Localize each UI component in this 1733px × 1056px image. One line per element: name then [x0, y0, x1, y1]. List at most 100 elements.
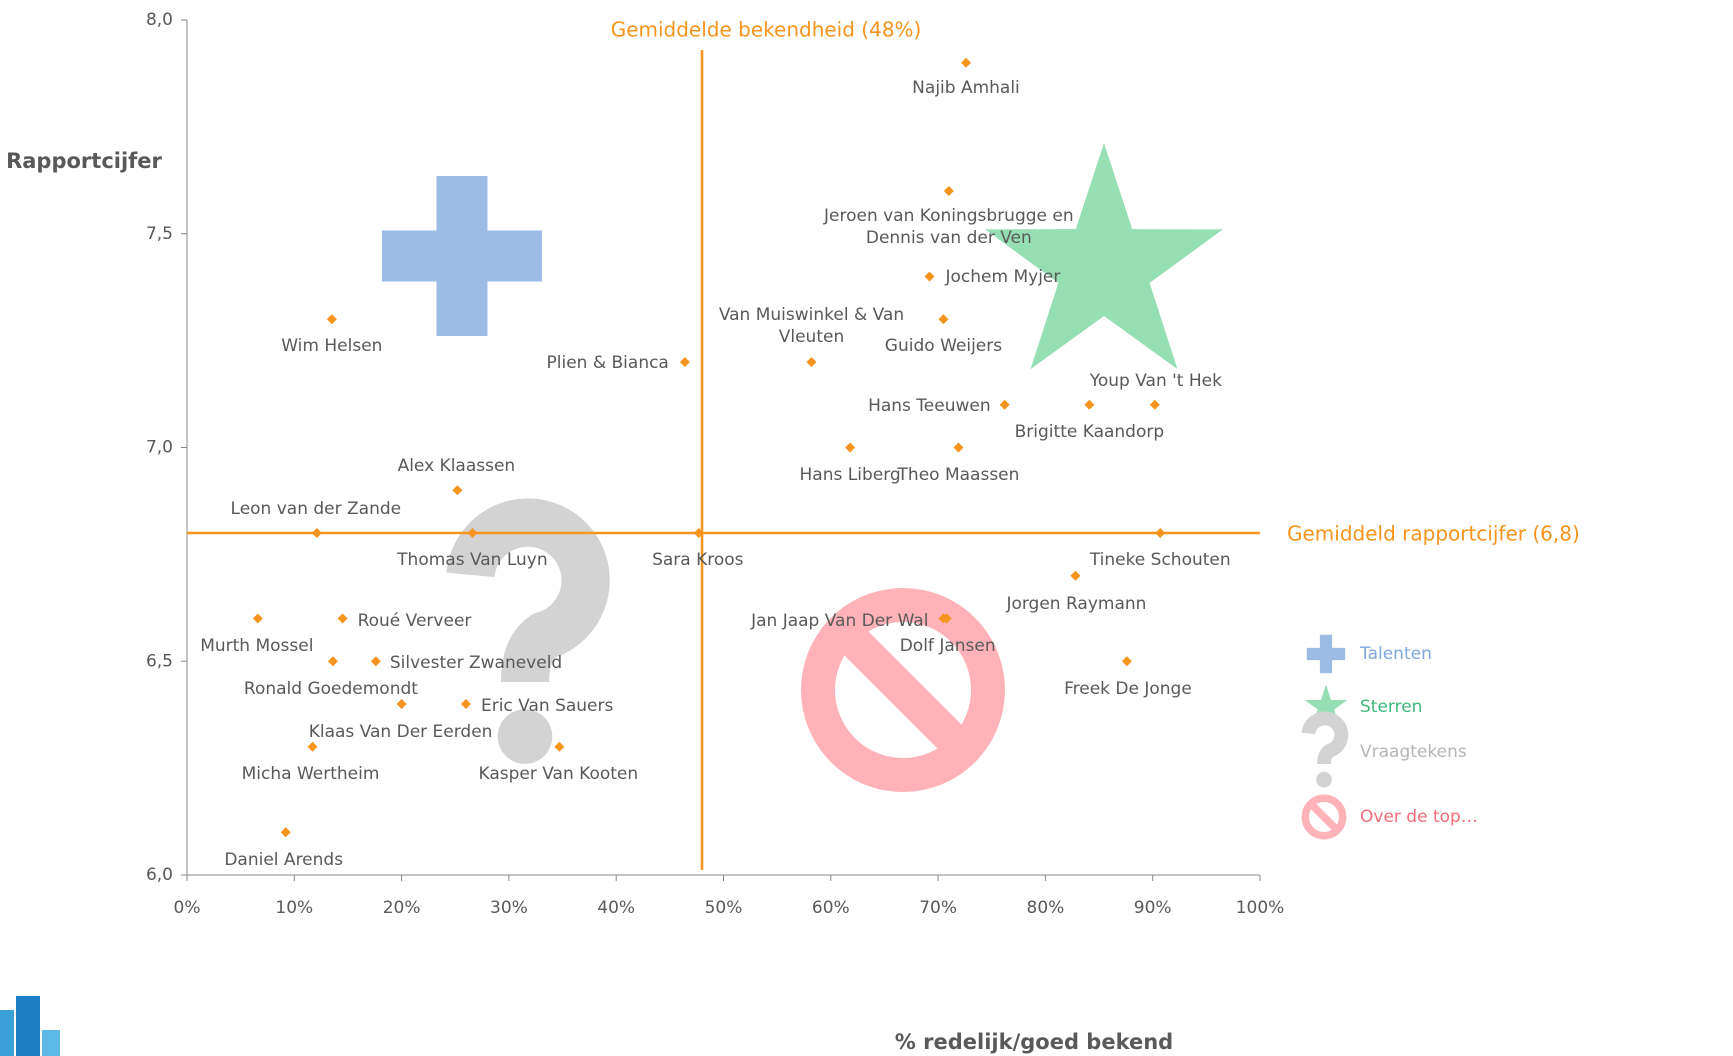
y-tick-label: 7,0 [146, 438, 173, 458]
point-label: Roué Verveer [357, 610, 472, 631]
point-label: Micha Wertheim [241, 763, 380, 784]
quadrant-icon [801, 588, 1005, 792]
y-tick-label: 8,0 [146, 10, 173, 30]
point-label: Dolf Jansen [899, 635, 996, 656]
legend-icon [1301, 711, 1349, 788]
x-tick-label: 100% [1236, 898, 1285, 918]
point [1084, 399, 1095, 410]
point-label: Thomas Van Luyn [397, 550, 548, 570]
point-label: Guido Weijers [884, 336, 1003, 357]
point [806, 357, 817, 367]
x-tick-label: 60% [812, 898, 850, 918]
point [396, 699, 407, 709]
point-label: Van Muiswinkel & Van Vleuten [718, 305, 905, 347]
logo [0, 996, 60, 1056]
point [679, 357, 690, 367]
point-label: Ronald Goedemondt [243, 679, 418, 700]
point-label: Theo Maassen [897, 464, 1020, 485]
legend-icon [1306, 634, 1346, 674]
legend-icon-ring [1301, 794, 1347, 840]
point [460, 699, 471, 709]
y-mean-label: Gemiddeld rapportcijfer (6,8) [1287, 522, 1580, 546]
quadrant-icon-bar [830, 617, 976, 763]
legend-icon-curve [1301, 711, 1349, 765]
x-tick-label: 70% [919, 898, 957, 918]
legend-label: Sterren [1360, 697, 1422, 717]
quadrant-icon [382, 176, 542, 336]
point-label: Daniel Arends [224, 850, 344, 871]
point-label: Leon van der Zande [230, 499, 402, 519]
point [1070, 570, 1081, 581]
point [943, 186, 954, 196]
quadrant-icon [985, 143, 1223, 370]
point [327, 656, 338, 667]
point-label: Wim Helsen [281, 336, 383, 357]
legend-label: Over de top… [1360, 807, 1478, 827]
point-label: Freek De Jonge [1064, 679, 1192, 700]
point [311, 528, 322, 538]
point-label: Jochem Myjer [945, 266, 1061, 287]
legend-icon [1301, 794, 1347, 840]
point [554, 741, 565, 752]
point-label: Najib Amhali [912, 77, 1020, 98]
point-label: Klaas Van Der Eerden [308, 722, 493, 742]
quadrant-icon-dot [497, 709, 553, 764]
point [845, 442, 856, 453]
point-label: Youp Van 't Hek [1089, 370, 1222, 391]
y-tick-label: 6,0 [146, 865, 173, 885]
x-tick-label: 50% [705, 898, 743, 918]
point [1121, 656, 1132, 667]
point-label: Silvester Zwaneveld [389, 653, 563, 674]
point [1149, 399, 1160, 410]
x-tick-label: 0% [174, 898, 201, 918]
point [924, 271, 935, 282]
point-label: Sara Kroos [652, 550, 744, 570]
point-label: Tineke Schouten [1089, 550, 1231, 570]
legend-label: Talenten [1359, 644, 1432, 664]
point-label: Jorgen Raymann [1006, 593, 1147, 614]
y-tick-label: 7,5 [146, 224, 173, 244]
legend-icon-dot [1316, 771, 1332, 788]
x-tick-label: 10% [275, 898, 313, 918]
point-label: Hans Liberg [799, 464, 901, 485]
point-label: Eric Van Sauers [480, 696, 614, 716]
legend-icon [1304, 684, 1348, 726]
x-tick-label: 80% [1027, 898, 1065, 918]
point-label: Kasper Van Kooten [478, 763, 639, 784]
point [938, 314, 949, 325]
point-label: Hans Teeuwen [868, 395, 991, 416]
point-label: Plien & Bianca [546, 353, 669, 373]
point-label: Brigitte Kaandorp [1014, 421, 1165, 442]
point [452, 485, 463, 496]
point [953, 442, 964, 453]
x-tick-label: 20% [383, 898, 421, 918]
x-tick-label: 40% [597, 898, 635, 918]
x-mean-label: Gemiddelde bekendheid (48%) [611, 18, 922, 42]
legend-label: Vraagtekens [1360, 742, 1467, 762]
point [370, 656, 381, 667]
point [467, 528, 478, 538]
y-tick-label: 6,5 [146, 651, 173, 671]
point-label: Murth Mossel [200, 635, 314, 656]
point [999, 399, 1010, 410]
point [252, 613, 263, 624]
point [960, 57, 971, 68]
point-label: Jan Jaap Van Der Wal [751, 610, 929, 631]
point [326, 314, 337, 325]
point [693, 528, 704, 538]
x-tick-label: 30% [490, 898, 528, 918]
point [1155, 528, 1166, 538]
point [307, 741, 318, 752]
point [280, 827, 291, 838]
point-label: Alex Klaassen [397, 456, 516, 477]
y-axis-label: Rapportcijfer [6, 149, 162, 173]
legend-icon-bar [1308, 801, 1340, 833]
x-axis-label: % redelijk/goed bekend [895, 1030, 1173, 1054]
point [941, 613, 952, 624]
x-tick-label: 90% [1134, 898, 1172, 918]
point [337, 613, 348, 624]
quadrant-icon-ring [801, 588, 1005, 792]
point-label: Jeroen van Koningsbrugge en Dennis van d… [824, 206, 1074, 248]
